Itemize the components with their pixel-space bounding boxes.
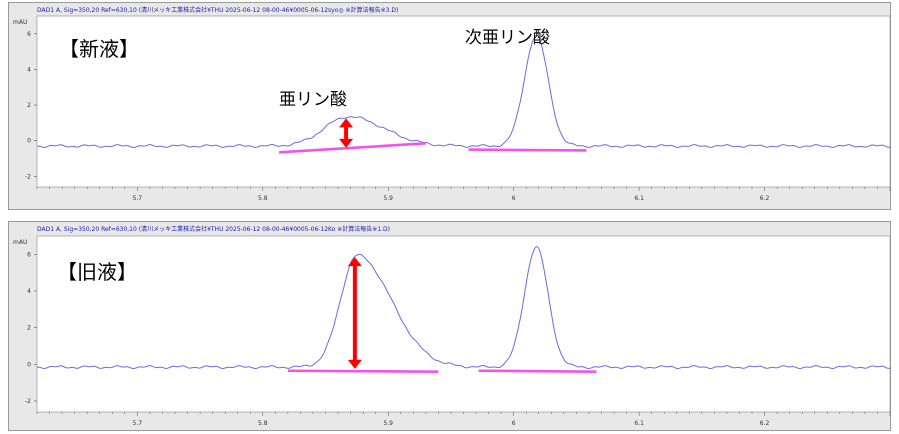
chromatogram-panel-new: DAD1 A, Sig=350,20 Ref=630,10 (清川メッキ工業株式…	[8, 2, 891, 210]
y-tick-label: -2	[25, 398, 31, 405]
chromatogram-new-svg: DAD1 A, Sig=350,20 Ref=630,10 (清川メッキ工業株式…	[13, 6, 891, 202]
x-tick-label: 5.9	[383, 420, 393, 427]
x-tick-label: 5.7	[133, 195, 143, 202]
plot-area	[36, 15, 891, 188]
y-axis-label: mAU	[13, 239, 27, 246]
y-tick-label: 0	[27, 361, 31, 368]
chromatogram-panel-old: DAD1 A, Sig=350,20 Ref=630,10 (清川メッキ工業株式…	[8, 221, 891, 431]
x-tick-label: 6	[512, 195, 516, 202]
chart-title: DAD1 A, Sig=350,20 Ref=630,10 (清川メッキ工業株式…	[37, 225, 390, 233]
signal-trace	[36, 246, 891, 370]
peak-height-arrow-head-top	[339, 118, 354, 128]
x-tick-label: 5.8	[258, 420, 268, 427]
chart-title: DAD1 A, Sig=350,20 Ref=630,10 (清川メッキ工業株式…	[37, 6, 398, 14]
y-tick-label: 6	[27, 31, 31, 38]
baseline-marker	[279, 142, 426, 154]
y-tick-label: 0	[27, 138, 31, 145]
peak-label-hypophosphorous-acid: 次亜リン酸	[465, 28, 550, 48]
y-tick-label: 6	[27, 251, 31, 258]
signal-trace	[37, 34, 891, 149]
peak-height-arrow-head-top	[347, 257, 362, 267]
y-tick-label: 4	[27, 288, 31, 295]
x-tick-label: 5.8	[258, 195, 268, 202]
y-tick-label: 2	[27, 102, 31, 109]
baseline-marker	[468, 148, 587, 152]
x-tick-label: 6.1	[634, 420, 644, 427]
y-axis-label: mAU	[13, 19, 27, 26]
x-tick-label: 6.2	[760, 420, 770, 427]
x-tick-label: 6.2	[760, 195, 770, 202]
y-tick-label: 2	[27, 325, 31, 332]
x-tick-label: 5.7	[133, 420, 143, 427]
chromatogram-old-svg: DAD1 A, Sig=350,20 Ref=630,10 (清川メッキ工業株式…	[13, 225, 891, 427]
peak-label-phosphorous-acid: 亜リン酸	[279, 90, 347, 110]
panel-label-new: 【新液】	[59, 37, 139, 61]
peak-height-arrow-head-bottom	[347, 359, 362, 369]
y-tick-label: 4	[27, 66, 31, 73]
panel-label-old: 【旧液】	[57, 260, 137, 284]
y-tick-label: -2	[25, 173, 31, 180]
peak-height-arrow-head-bottom	[339, 138, 354, 148]
baseline-marker	[478, 369, 597, 373]
x-tick-label: 6.1	[634, 195, 644, 202]
baseline-marker	[287, 369, 439, 373]
x-tick-label: 6	[512, 420, 516, 427]
x-tick-label: 5.9	[383, 195, 393, 202]
plot-area	[36, 235, 891, 413]
